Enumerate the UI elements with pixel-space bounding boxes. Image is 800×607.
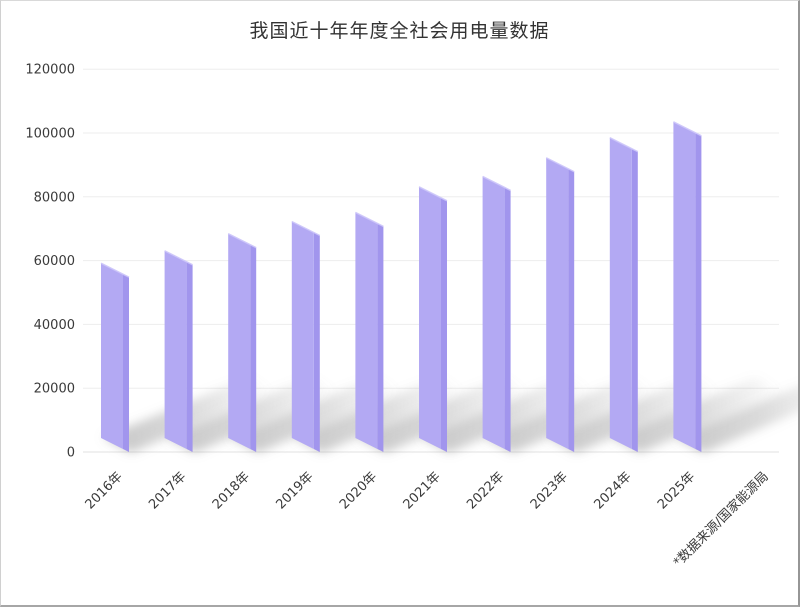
x-axis-tick-label: 2024年 <box>591 469 634 512</box>
bar-side-face <box>186 261 193 452</box>
y-axis-tick-label: 40000 <box>34 318 75 333</box>
y-axis-tick-label: 80000 <box>34 190 75 205</box>
bar-front-face <box>546 157 569 449</box>
bar-top-highlight <box>355 211 384 228</box>
bar-front-face <box>228 233 251 449</box>
bar-side-face <box>695 132 702 452</box>
bar-top-highlight <box>164 250 193 266</box>
bar-top-highlight <box>227 232 257 249</box>
bar-front-face <box>419 186 441 449</box>
y-axis-tick-label: 0 <box>67 446 75 461</box>
bar-2023年 <box>545 157 575 452</box>
bar-top-highlight <box>609 137 639 153</box>
y-axis-tick-label: 60000 <box>34 254 75 269</box>
bar-2016年 <box>100 262 130 452</box>
bar-front-face <box>673 121 696 450</box>
bar-side-face <box>568 168 575 452</box>
x-axis-tick-label: 2019年 <box>273 469 316 512</box>
bar-front-face <box>482 176 505 449</box>
bar-front-face <box>291 221 314 449</box>
bar-floor-shadow <box>675 386 798 453</box>
x-axis-tick-label: 2023年 <box>528 469 571 512</box>
bar-front-face <box>355 212 378 449</box>
x-axis-tick-label: 2016年 <box>83 469 126 512</box>
x-axis-tick-label: 2020年 <box>337 469 380 512</box>
bar-top-highlight <box>418 186 448 202</box>
y-axis-tick-label: 20000 <box>34 382 75 397</box>
y-axis-tick-label: 100000 <box>25 127 75 142</box>
bar-2025年 <box>673 121 702 452</box>
x-axis-tick-label: 2021年 <box>401 469 444 512</box>
x-axis-tick-label: 2017年 <box>146 469 189 512</box>
bar-side-face <box>504 187 511 452</box>
bar-top-highlight <box>482 175 511 192</box>
bar-side-face <box>441 197 447 452</box>
bar-side-face <box>377 223 384 452</box>
bar-top-highlight <box>291 220 321 237</box>
bar-2020年 <box>355 211 384 452</box>
bar-2024年 <box>609 137 639 452</box>
bar-top-highlight <box>545 157 575 173</box>
bar-2018年 <box>227 232 257 452</box>
bar-front-face <box>164 250 187 449</box>
bar-front-face <box>101 263 123 449</box>
bar-side-face <box>123 274 129 452</box>
bar-side-face <box>631 148 638 452</box>
bar-2017年 <box>164 250 193 452</box>
bar-2021年 <box>418 186 448 452</box>
bar-2022年 <box>482 175 511 452</box>
x-axis-tick-label: 2018年 <box>210 469 253 512</box>
y-axis-tick-label: 120000 <box>25 63 75 78</box>
chart-title: 我国近十年年度全社会用电量数据 <box>249 20 550 42</box>
bars-layer <box>100 121 702 452</box>
bar-top-highlight <box>100 262 130 278</box>
axis-labels-layer: 0 20000 40000 60000 80000 100000 120000 2016年 20… <box>25 63 771 571</box>
bar-top-highlight <box>673 121 702 137</box>
x-axis-tick-label: 2022年 <box>464 469 507 512</box>
bar-side-face <box>250 244 257 452</box>
bar-2019年 <box>291 220 321 452</box>
bar-side-face <box>313 232 320 452</box>
bar-front-face <box>609 137 632 449</box>
x-axis-tick-label: 2025年 <box>655 469 698 512</box>
